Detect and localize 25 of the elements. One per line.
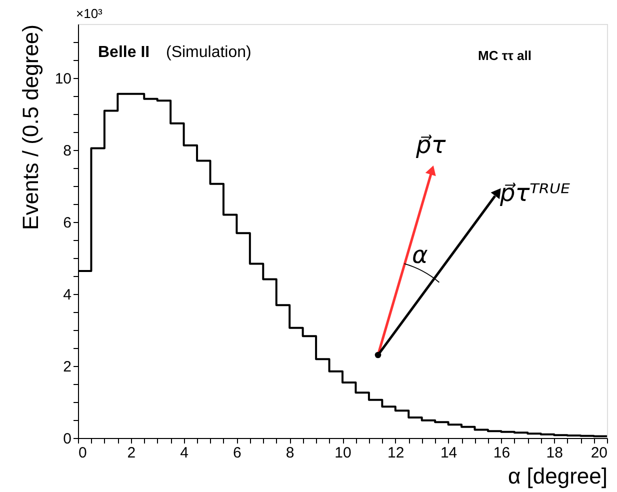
annotation: MC ττ all	[478, 48, 532, 63]
x-axis-title: α [degree]	[508, 464, 608, 488]
annotation: Belle II (Simulation)	[98, 44, 252, 61]
annotation: p⃗τᵀᴿᵁᴱ	[499, 179, 570, 207]
y-tick-label: 4	[63, 286, 72, 304]
y-tick-label: 0	[63, 430, 72, 448]
x-tick-label: 18	[546, 444, 563, 462]
y-axis-title: Events / (0.5 degree)	[18, 24, 43, 230]
y-tick-label: 10	[54, 70, 72, 88]
text: ×10³	[76, 6, 104, 21]
y-tick-label: 2	[63, 358, 72, 376]
x-tick-label: 16	[493, 444, 510, 462]
x-tick-label: 4	[180, 444, 188, 462]
x-tick-label: 2	[127, 444, 136, 462]
x-tick-label: 20	[590, 444, 608, 462]
x-tick-label: 6	[233, 444, 242, 462]
y-tick-label: 6	[63, 214, 72, 232]
annotation: p⃗τ	[415, 131, 446, 159]
x-tick-label: 10	[334, 444, 352, 462]
annotation: α	[412, 241, 428, 269]
x-tick-label: 14	[440, 444, 458, 462]
x-tick-label: 12	[388, 444, 404, 462]
x-tick-label: 0	[78, 444, 87, 462]
y-tick-label: 8	[63, 142, 72, 160]
x-tick-label: 8	[286, 444, 294, 462]
